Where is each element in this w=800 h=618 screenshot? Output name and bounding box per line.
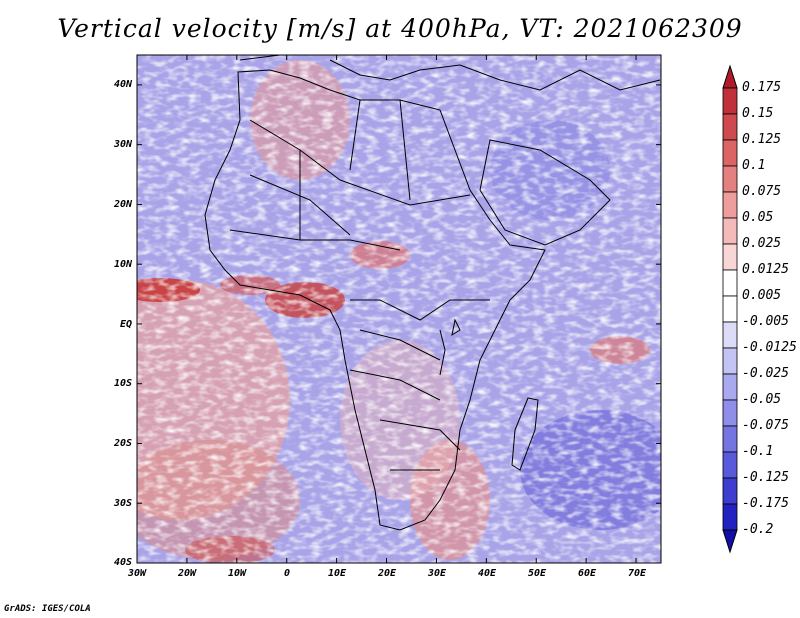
colorbar-label: -0.175 [742,496,789,511]
colorbar-label: 0.075 [742,184,782,199]
colorbar-label: -0.005 [742,314,789,329]
colorbar-segment [722,477,738,505]
lat-label-20s: 20S [113,438,132,449]
lon-label-50e: 50E [527,568,547,579]
colorbar-segment [722,243,738,271]
colorbar-label: -0.1 [742,444,774,459]
colorbar-segment [722,113,738,141]
lat-label-40n: 40N [113,79,132,90]
colorbar-label: 0.175 [742,80,782,95]
colorbar-segment [722,399,738,427]
colorbar-label: 0.025 [742,236,782,251]
coastlines [204,54,661,531]
colorbar-segment [722,139,738,167]
colorbar-segment [722,217,738,245]
country-border [229,99,490,471]
colorbar-segment [722,373,738,401]
lon-label-40e: 40E [477,568,497,579]
colorbar-segment [722,347,738,375]
lat-label-30s: 30S [113,498,132,509]
colorbar-label: -0.05 [742,392,782,407]
footer-credit: GrADS: IGES/COLA [4,604,91,614]
colorbar-segment [722,295,738,323]
lat-label-40s: 40S [113,557,132,568]
colorbar-label: 0.05 [742,210,774,225]
colorbar-segment [722,503,738,531]
colorbar-label: 0.1 [742,158,766,173]
lon-label-10w: 10W [227,568,247,579]
arabia-coastline [479,139,611,246]
lon-label-60e: 60E [577,568,597,579]
map-frame [136,54,662,564]
colorbar-label: 0.0125 [742,262,789,277]
lon-label-20e: 20E [377,568,397,579]
velocity-field [137,55,661,563]
lat-label-eq: EQ [119,319,132,330]
lat-label-20n: 20N [113,199,132,210]
colorbar-label: 0.15 [742,106,774,121]
colorbar-segment [722,191,738,219]
axis-ticks [136,55,661,564]
colorbar-segment [722,321,738,349]
lon-label-70e: 70E [627,568,647,579]
lon-label-20w: 20W [177,568,197,579]
lat-label-10n: 10N [113,259,132,270]
colorbar-label: -0.125 [742,470,789,485]
colorbar-label: -0.0125 [742,340,797,355]
colorbar-segment [722,165,738,193]
colorbar-label: -0.2 [742,522,774,537]
madagascar-coastline [511,397,539,471]
colorbar-top-arrow [722,64,738,89]
chart-title: Vertical velocity [m/s] at 400hPa, VT: 2… [57,14,743,43]
great-lakes [439,318,461,376]
colorbar-label: 0.125 [742,132,782,147]
colorbar [722,64,738,554]
colorbar-segment [722,269,738,297]
europe-coastline [239,54,661,91]
colorbar-segment [722,425,738,453]
colorbar-label: -0.025 [742,366,789,381]
lon-label-10e: 10E [327,568,347,579]
lat-label-30n: 30N [113,139,132,150]
colorbar-segment [722,87,738,115]
lon-label-30w: 30W [127,568,147,579]
africa-coastline [204,69,546,531]
lon-label-0: 0 [283,568,291,579]
lon-label-30e: 30E [427,568,447,579]
colorbar-label: -0.075 [742,418,789,433]
colorbar-segment [722,451,738,479]
colorbar-bottom-arrow [722,529,738,554]
lat-label-10s: 10S [113,378,132,389]
colorbar-label: 0.005 [742,288,782,303]
